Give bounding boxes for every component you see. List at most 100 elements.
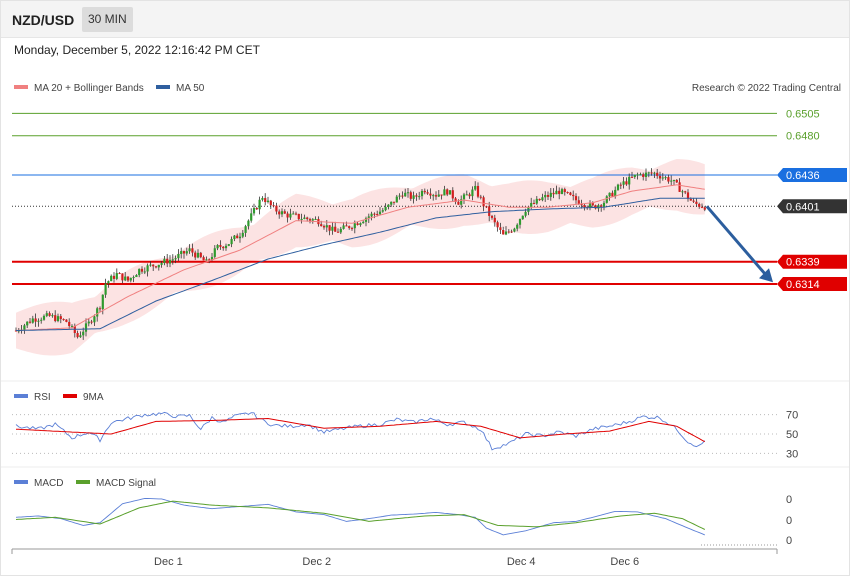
ma50-line bbox=[16, 197, 705, 331]
candle bbox=[168, 255, 172, 268]
level-label-0.6339: 0.6339 bbox=[786, 257, 820, 269]
candle bbox=[138, 268, 141, 278]
candle bbox=[434, 191, 438, 200]
candle bbox=[213, 245, 216, 260]
candle bbox=[104, 278, 107, 298]
candle bbox=[23, 323, 26, 334]
rsi-ma-line bbox=[15, 417, 706, 443]
candle bbox=[406, 187, 410, 198]
candle bbox=[392, 201, 396, 205]
candle bbox=[474, 181, 477, 191]
candle bbox=[28, 318, 32, 324]
candle bbox=[132, 275, 135, 283]
candle bbox=[460, 195, 463, 209]
candle bbox=[686, 189, 690, 202]
candle bbox=[544, 191, 547, 202]
candle bbox=[558, 187, 561, 200]
candle bbox=[149, 261, 152, 267]
candle bbox=[611, 190, 614, 198]
rsi-ma-legend-label: 9MA bbox=[83, 392, 104, 403]
candle bbox=[37, 318, 40, 327]
candle bbox=[608, 192, 611, 201]
candle bbox=[409, 190, 412, 201]
candle bbox=[415, 193, 418, 201]
candle bbox=[395, 194, 398, 203]
candle bbox=[577, 196, 580, 205]
candle bbox=[633, 174, 636, 179]
candle bbox=[202, 255, 205, 261]
candle bbox=[412, 191, 415, 204]
candle bbox=[681, 189, 684, 197]
candle bbox=[194, 250, 197, 260]
candle bbox=[451, 187, 454, 202]
price-panel: 0.6505 0.6480 0.6436 0.6401 0.6339 0.6314 bbox=[12, 108, 847, 356]
candle bbox=[45, 310, 48, 318]
timestamp: Monday, December 5, 2022 12:16:42 PM CET bbox=[14, 43, 260, 57]
timeframe-badge[interactable]: 30 MIN bbox=[82, 7, 133, 32]
candle bbox=[255, 206, 258, 210]
macd-line bbox=[15, 497, 705, 536]
candle bbox=[121, 273, 124, 284]
candle bbox=[182, 250, 186, 259]
rsi-legend-label: RSI bbox=[34, 392, 51, 403]
candle bbox=[297, 213, 300, 222]
candle bbox=[362, 220, 365, 224]
candle bbox=[656, 168, 659, 179]
macd-tick-label: 0 bbox=[786, 494, 792, 506]
candle bbox=[359, 222, 362, 227]
candle bbox=[642, 172, 645, 181]
candle bbox=[196, 249, 200, 259]
candle bbox=[555, 185, 558, 195]
candle bbox=[126, 276, 130, 283]
candle bbox=[118, 272, 121, 275]
level-tag-0.6314 bbox=[777, 277, 847, 292]
candle bbox=[135, 274, 138, 278]
candle bbox=[541, 193, 544, 202]
candle bbox=[350, 226, 354, 231]
candle bbox=[644, 168, 648, 181]
candle bbox=[264, 193, 267, 206]
level-label-0.6314: 0.6314 bbox=[786, 279, 820, 291]
candle bbox=[205, 256, 208, 261]
ma20-legend-swatch bbox=[14, 85, 28, 89]
candle bbox=[40, 317, 43, 324]
candle bbox=[51, 313, 54, 318]
candle bbox=[384, 203, 387, 212]
candle bbox=[224, 243, 228, 251]
candle bbox=[504, 226, 508, 236]
candle bbox=[266, 196, 270, 204]
candle bbox=[286, 211, 289, 223]
macd-panel: 0 0 0 bbox=[15, 494, 792, 547]
candle bbox=[625, 177, 628, 186]
macd-legend-swatch bbox=[14, 480, 28, 484]
candle bbox=[532, 199, 536, 205]
candle bbox=[261, 196, 264, 202]
candle bbox=[418, 191, 421, 200]
candle bbox=[303, 214, 306, 220]
candle bbox=[294, 211, 298, 216]
candle bbox=[283, 209, 286, 215]
candle bbox=[552, 188, 555, 199]
candle bbox=[560, 187, 564, 195]
candle bbox=[185, 247, 188, 256]
candle bbox=[124, 272, 127, 282]
candle bbox=[440, 194, 443, 200]
level-tag-0.6339 bbox=[777, 254, 847, 269]
candle bbox=[457, 199, 460, 205]
candle bbox=[664, 175, 667, 180]
rsi-legend-swatch bbox=[14, 394, 28, 398]
candle bbox=[59, 314, 62, 324]
candle bbox=[616, 183, 620, 191]
candle bbox=[672, 179, 676, 186]
candle bbox=[98, 306, 102, 313]
candle bbox=[574, 193, 578, 204]
rsi-ma-legend-swatch bbox=[63, 394, 77, 398]
candle bbox=[31, 315, 34, 324]
candle bbox=[566, 191, 569, 194]
candle bbox=[605, 195, 608, 204]
rsi-line bbox=[15, 411, 706, 451]
candle bbox=[426, 189, 429, 195]
candle bbox=[639, 172, 642, 176]
candle bbox=[216, 244, 219, 251]
